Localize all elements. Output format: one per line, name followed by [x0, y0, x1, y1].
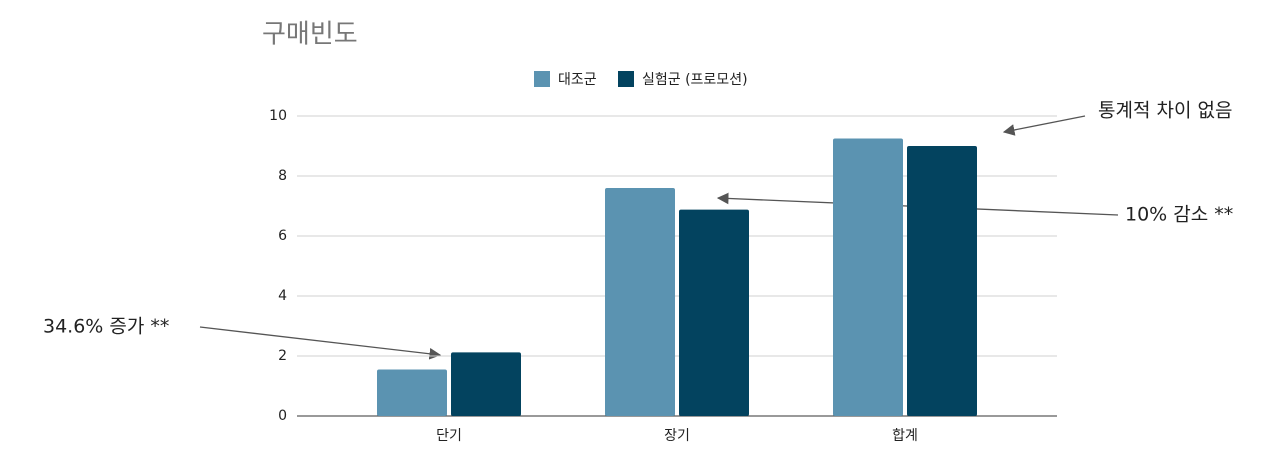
bar	[833, 138, 903, 416]
bar	[907, 146, 977, 416]
bar	[605, 188, 675, 416]
bar	[377, 369, 447, 416]
legend-swatch	[534, 71, 550, 87]
annotation: 통계적 차이 없음	[1098, 100, 1232, 122]
legend-label: 대조군	[558, 72, 597, 88]
y-tick-label: 10	[269, 108, 287, 124]
legend-swatch	[618, 71, 634, 87]
chart-title: 구매빈도	[262, 20, 358, 50]
legend: 대조군 실험군 (프로모션)	[534, 71, 748, 88]
x-tick-label: 단기	[436, 428, 462, 444]
y-tick-label: 6	[278, 228, 287, 244]
annotation: 34.6% 증가 **	[43, 316, 169, 338]
y-tick-label: 0	[278, 408, 287, 424]
x-tick-label: 합계	[892, 428, 918, 444]
y-tick-label: 2	[278, 348, 287, 364]
x-tick-label: 장기	[664, 428, 690, 444]
annotation: 10% 감소 **	[1125, 204, 1233, 226]
annotation-arrow	[1002, 115, 1086, 136]
bar	[679, 209, 749, 416]
y-tick-label: 8	[278, 168, 287, 184]
bar	[451, 352, 521, 416]
legend-label: 실험군 (프로모션)	[642, 72, 748, 88]
y-tick-label: 4	[278, 288, 287, 304]
annotation-arrow	[199, 326, 442, 360]
